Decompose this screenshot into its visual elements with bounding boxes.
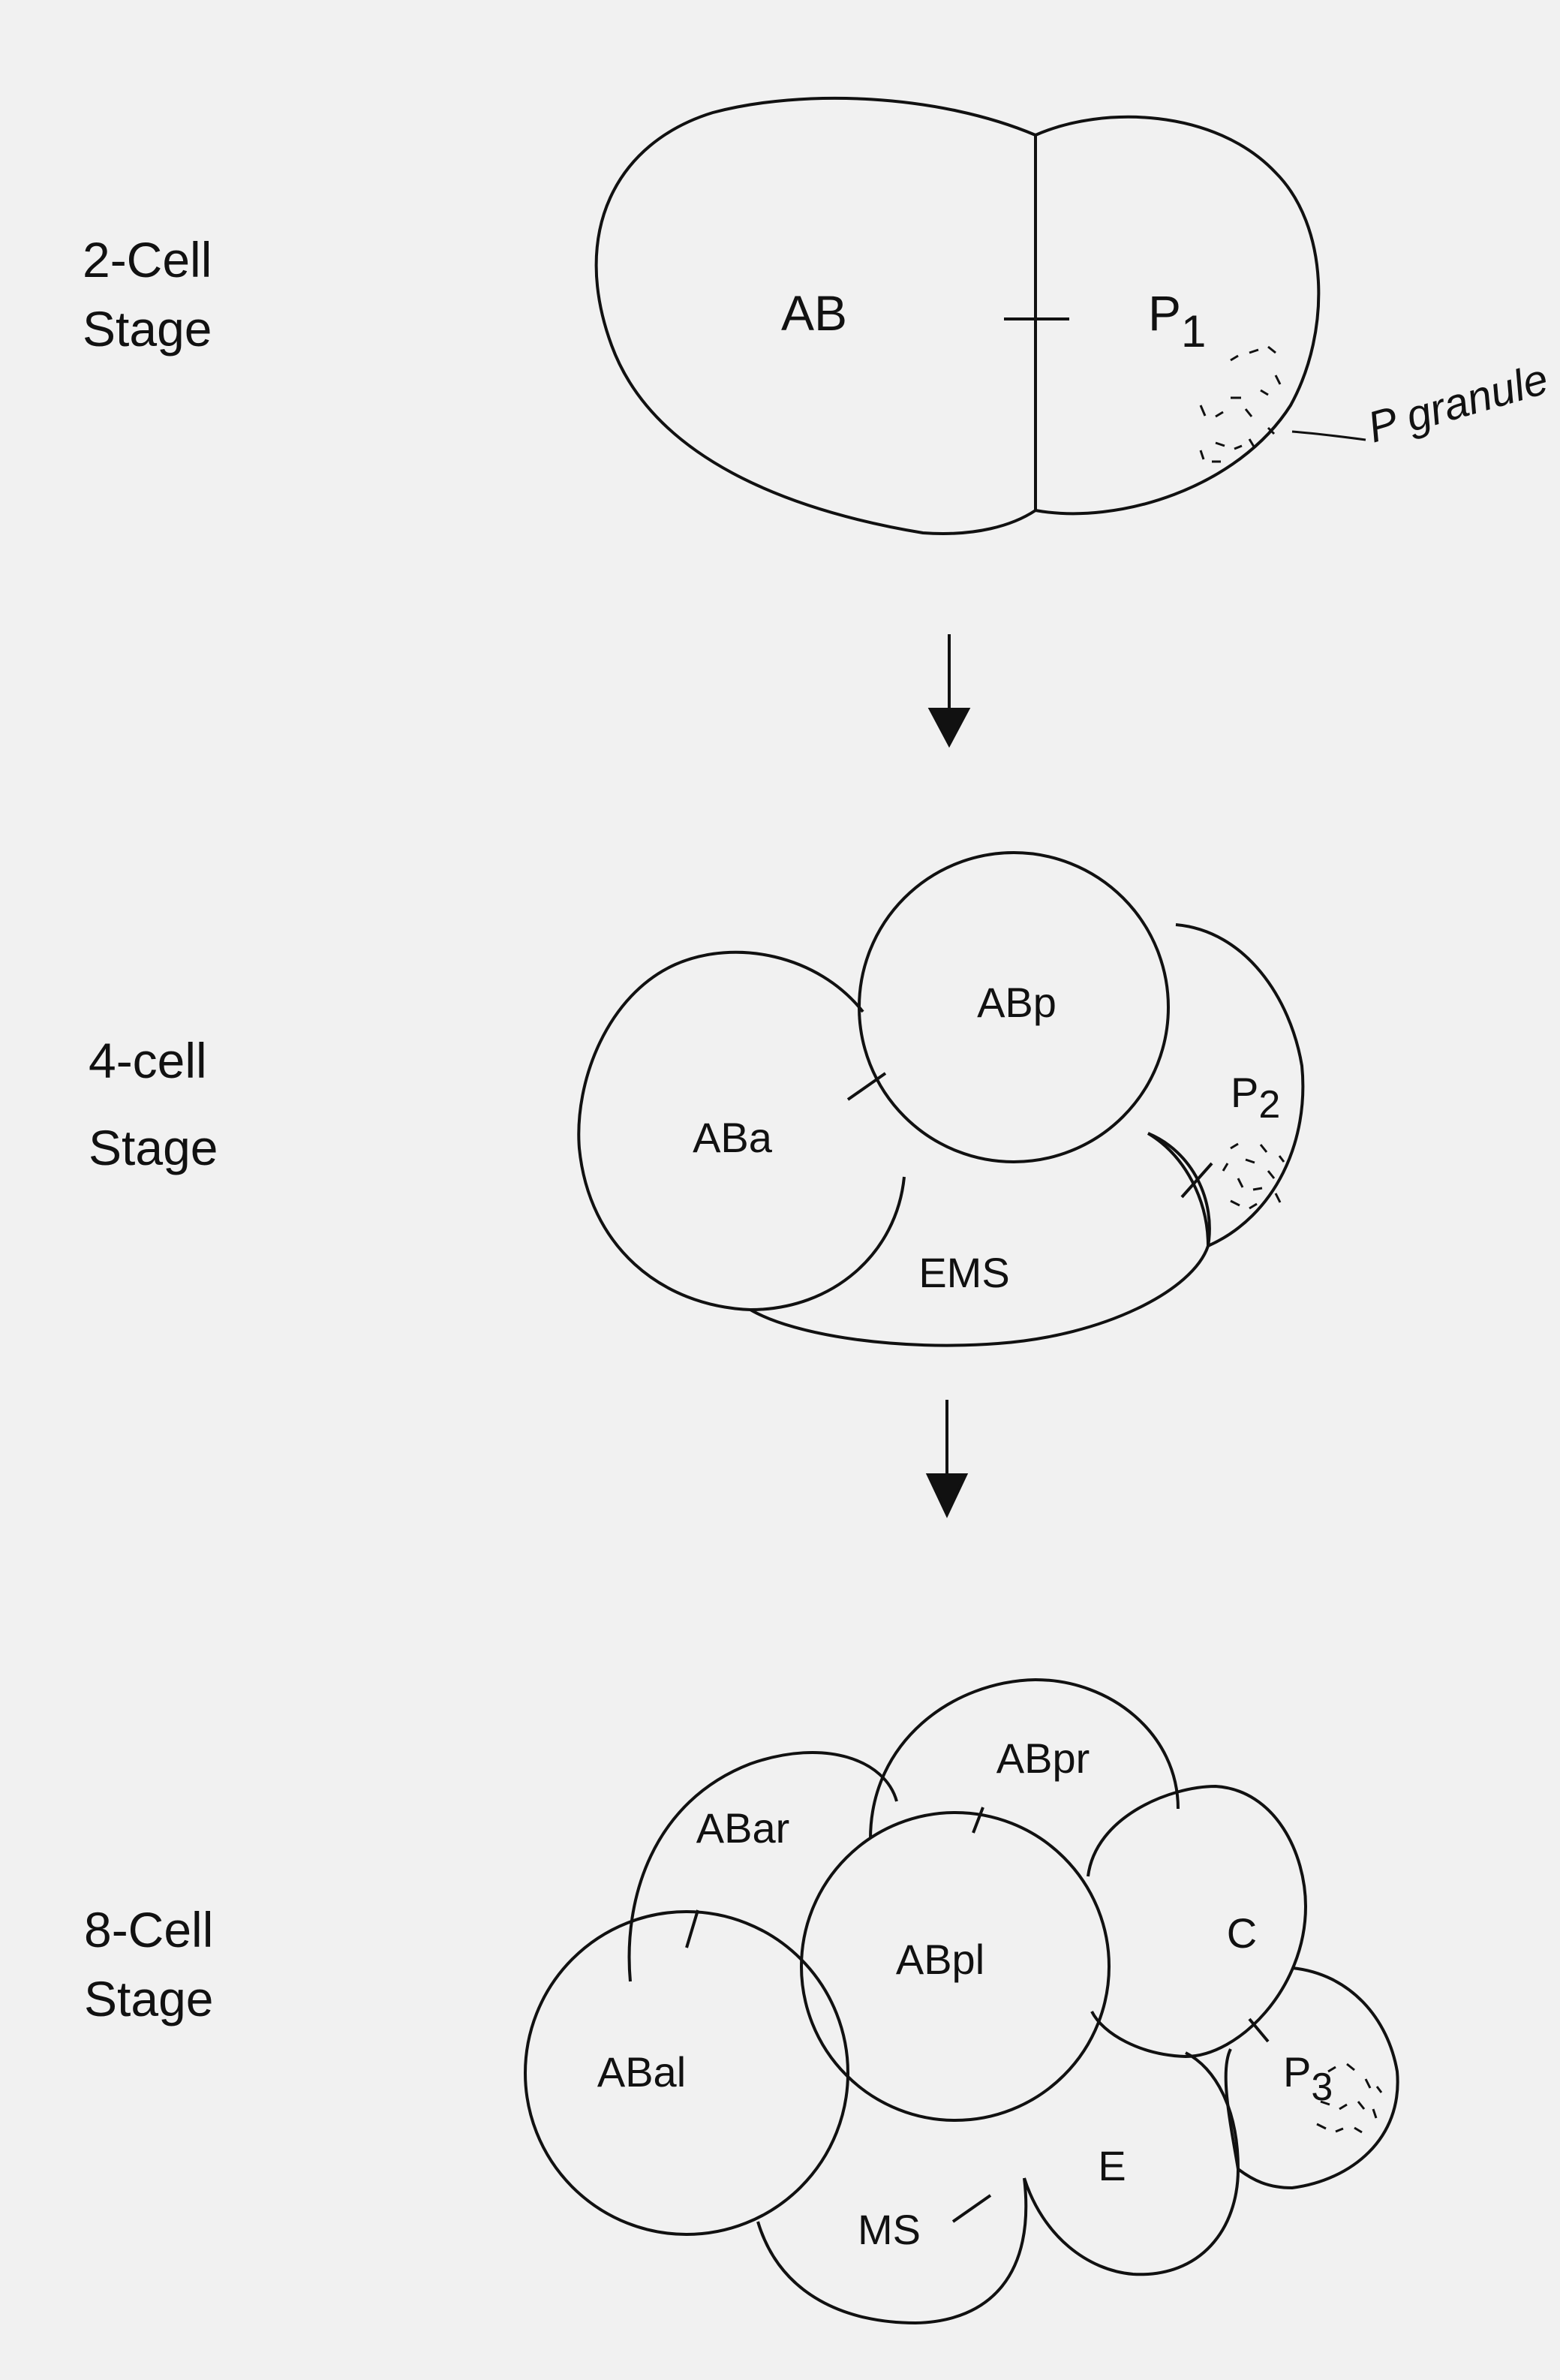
cell-abp-outline [858,851,1170,1163]
label-ab: AB [781,285,847,341]
e-p3-boundary [1224,2048,1240,2170]
stage-arrow-1 [927,634,971,748]
label-p1-base: P [1148,285,1181,341]
label-p2: P2 [1231,1069,1280,1127]
p-granule-cluster-p3 [1316,2063,1383,2134]
cell-abpr-outline [869,1677,1180,1840]
label-abal: ABal [597,2048,686,2096]
p-granule-annotation: P granule [1363,354,1554,452]
label-ms: MS [858,2206,921,2253]
cell-p2-outline [1175,923,1305,1247]
cell-abar-outline [627,1751,898,1982]
cell-ab-outline [594,96,1037,535]
label-abar: ABar [696,1804,790,1852]
stage-label-2-cell-line1: 2-Cell [83,232,212,287]
c-p3-sister-tick [1248,2017,1270,2043]
label-p3-base: P [1283,2048,1311,2096]
stage-label-2-cell: 2-Cell Stage [83,225,212,363]
abar-abal-sister-tick [685,1909,699,1948]
label-e: E [1098,2142,1126,2189]
label-abpl: ABpl [896,1936,984,1983]
cell-c-outline [1087,1784,1308,2059]
p-granule-annotation-arrow [1291,430,1366,441]
p-granule-cluster-p2 [1222,1142,1285,1210]
cell-p3-outline [1237,1966,1399,2190]
ems-p2-sister-tick [1180,1162,1213,1199]
label-p1: P1 [1148,285,1206,357]
ms-e-sister-tick [951,2194,992,2223]
stage-label-4-cell-line2: Stage [89,1120,218,1175]
label-p3: P3 [1283,2048,1333,2109]
eight-cell-embryo [524,1677,1399,2325]
label-p2-subscript: 2 [1258,1083,1280,1127]
stage-arrow-2 [925,1400,969,1518]
label-ems: EMS [918,1249,1009,1296]
label-p1-subscript: 1 [1181,306,1206,357]
cell-ms-outline [756,2177,1028,2325]
cell-abal-outline [524,1910,849,2236]
cell-abpl-outline [800,1811,1111,2122]
stage-label-2-cell-line2: Stage [83,301,212,357]
stage-label-8-cell-line1: 8-Cell [84,1902,214,1957]
stage-label-4-cell: 4-cell Stage [89,1017,218,1191]
two-cell-embryo [594,96,1366,535]
label-abp: ABp [977,979,1057,1026]
four-cell-embryo [577,851,1305,1347]
cell-p1-outline [1035,115,1321,516]
label-c: C [1227,1909,1257,1957]
stage-label-8-cell: 8-Cell Stage [84,1895,213,2033]
label-aba: ABa [693,1114,773,1161]
abpr-abpl-sister-tick [972,1807,984,1834]
label-abpr: ABpr [996,1735,1090,1782]
stage-label-4-cell-line1: 4-cell [89,1033,207,1088]
p2-ems-boundary [1147,1132,1210,1247]
label-p2-base: P [1231,1069,1258,1116]
label-p3-subscript: 3 [1311,2066,1333,2109]
cell-e-outline [1023,2051,1240,2276]
aba-abp-sister-tick [846,1072,887,1101]
cell-aba-outline [577,950,906,1312]
p-granule-cluster-p1 [1199,345,1282,463]
stage-label-8-cell-line2: Stage [84,1971,214,2026]
cell-ems-outline [749,1132,1211,1347]
